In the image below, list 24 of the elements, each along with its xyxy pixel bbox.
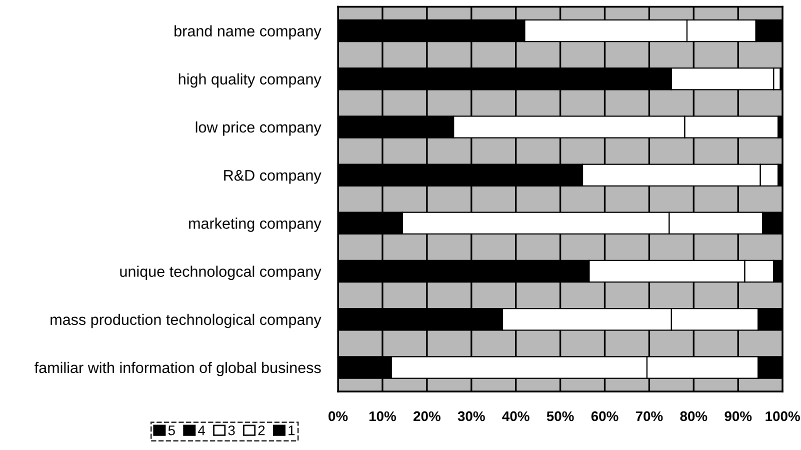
x-tick-label: 70% — [636, 411, 663, 422]
x-tick-label: 20% — [414, 411, 440, 422]
legend-label: 4 — [198, 426, 206, 436]
y-tick-label: brand name company — [174, 25, 322, 40]
x-tick-label: 100% — [766, 411, 800, 422]
y-tick-label: unique technologcal company — [120, 266, 322, 280]
legend-label: 2 — [258, 425, 265, 436]
y-tick-label: high quality company — [178, 73, 322, 88]
legend-label: 5 — [168, 426, 175, 436]
x-tick-label: 40% — [502, 411, 530, 422]
x-tick-label: 90% — [724, 411, 752, 422]
y-tick-label: mass production technological company — [50, 314, 322, 328]
legend-label: 1 — [288, 426, 295, 436]
y-tick-label: familiar with information of global business — [34, 362, 321, 376]
x-tick-label: 80% — [680, 411, 708, 422]
x-tick-label: 10% — [369, 411, 396, 422]
y-tick-label: marketing company — [189, 218, 322, 232]
x-tick-label: 30% — [458, 411, 485, 422]
y-tick-label: low price company — [196, 121, 322, 136]
x-tick-label: 50% — [546, 411, 574, 422]
legend-label: 3 — [228, 425, 235, 436]
x-tick-label: 60% — [591, 411, 618, 422]
y-tick-label: R&D company — [224, 170, 322, 184]
x-tick-label: 0% — [328, 411, 348, 422]
